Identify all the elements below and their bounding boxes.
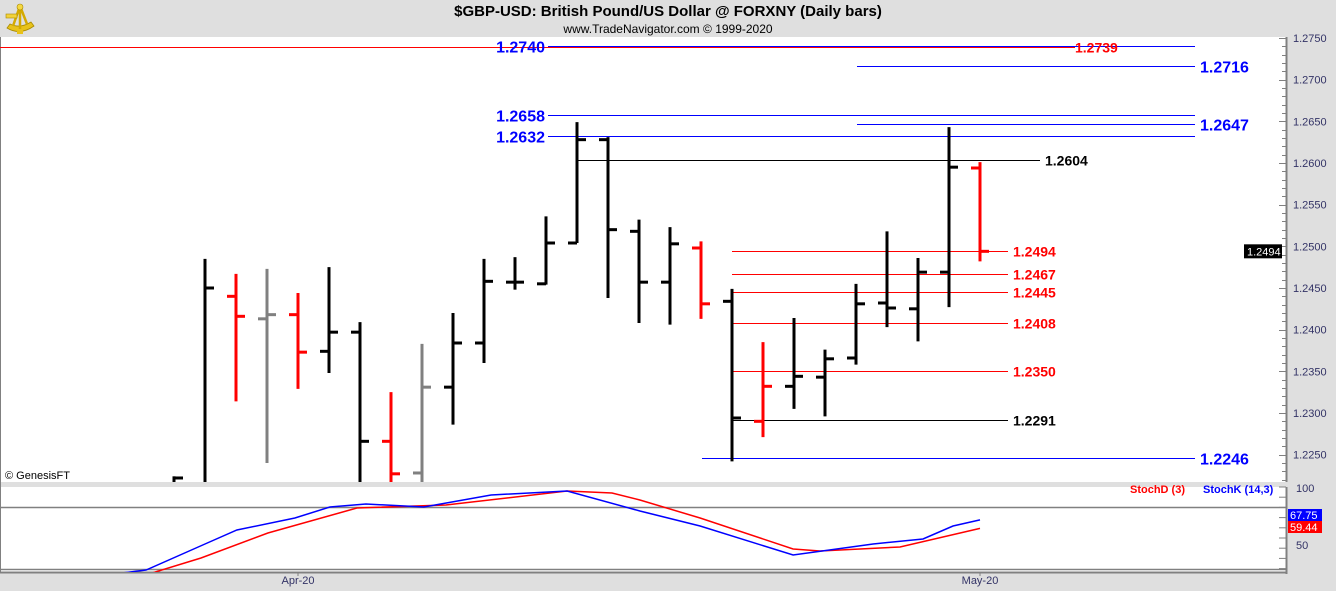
price-axis-label: 1.2350 — [1293, 366, 1327, 378]
price-axis-label: 1.2250 — [1293, 450, 1327, 462]
legend-stochd: StochD (3) — [1130, 484, 1185, 496]
ohlc-bar — [172, 476, 183, 482]
price-level-label: 1.2246 — [1200, 451, 1249, 468]
price-axis-label: 1.2600 — [1293, 158, 1327, 170]
price-level-label: 1.2494 — [1013, 244, 1056, 260]
copyright-label: © GenesisFT — [5, 470, 70, 482]
price-level-label: 1.2408 — [1013, 316, 1056, 332]
ohlc-bar — [878, 231, 896, 328]
ohlc-bar — [940, 127, 958, 308]
ohlc-bar — [506, 257, 524, 290]
price-level-label: 1.2467 — [1013, 267, 1056, 283]
ohlc-bar — [258, 268, 276, 463]
last-price-marker — [1244, 244, 1282, 259]
stochd-value: 59.44 — [1290, 522, 1318, 534]
chart-subtitle: www.TradeNavigator.com © 1999-2020 — [563, 22, 773, 36]
ohlc-bar — [630, 219, 648, 323]
stochk-line — [123, 490, 981, 572]
ohlc-bar — [661, 227, 679, 325]
price-axis: 1.2750 1.2700 1.2650 1.2600 1.2550 1.2500 1.24… — [1244, 33, 1327, 481]
stochk-value-marker — [1288, 509, 1322, 521]
price-axis-label: 1.2500 — [1293, 241, 1327, 253]
price-axis-label: 1.2650 — [1293, 116, 1327, 128]
price-level-label: 1.2716 — [1200, 59, 1249, 76]
ohlc-bar — [320, 267, 338, 373]
price-level-label: 1.2739 — [1075, 40, 1118, 56]
ohlc-bar — [909, 257, 927, 342]
price-axis-label: 1.2450 — [1293, 283, 1327, 295]
legend-stochk: StochK (14,3) — [1203, 484, 1274, 496]
ohlc-bar — [754, 342, 772, 438]
price-axis-label: 1.2400 — [1293, 325, 1327, 337]
price-level-label: 1.2740 — [496, 39, 545, 56]
ohlc-bar — [203, 258, 214, 482]
stoch-axis-label: 50 — [1296, 540, 1308, 552]
stochastic-pane[interactable] — [0, 487, 1286, 572]
ohlc-bar — [692, 241, 710, 319]
ohlc-bar — [444, 312, 462, 425]
ohlc-bar — [971, 162, 989, 262]
ohlc-bar — [816, 349, 834, 417]
price-axis-label: 1.2750 — [1293, 33, 1327, 45]
price-axis-label: 1.2550 — [1293, 200, 1327, 212]
price-axis-label: 1.2700 — [1293, 75, 1327, 87]
stoch-axis-label: 100 — [1296, 483, 1314, 495]
price-levels — [0, 46, 1195, 459]
ohlc-bar — [723, 288, 741, 462]
date-axis: Apr-20 May-20 — [281, 572, 998, 587]
ohlc-bar — [568, 122, 586, 245]
ohlc-bar — [475, 258, 493, 363]
price-level-labels: 1.2740 1.2739 1.2716 1.2658 1.2647 1.2632 1.26… — [496, 39, 1249, 468]
ohlc-bar — [537, 216, 555, 286]
ohlc-bar — [785, 317, 803, 409]
price-level-label: 1.2658 — [496, 108, 545, 125]
price-level-label: 1.2647 — [1200, 117, 1249, 134]
price-level-label: 1.2350 — [1013, 364, 1056, 380]
price-pane[interactable] — [0, 37, 1286, 482]
chart-header: $GBP-USD: British Pound/US Dollar @ FORX… — [0, 0, 1336, 37]
ohlc-bar — [227, 273, 245, 402]
date-axis-label: Apr-20 — [281, 575, 314, 587]
price-level-label: 1.2632 — [496, 129, 545, 146]
chart-title: $GBP-USD: British Pound/US Dollar @ FORX… — [454, 3, 882, 20]
price-level-label: 1.2291 — [1013, 413, 1056, 429]
ohlc-bars — [172, 122, 989, 482]
ohlc-bar — [599, 137, 617, 298]
stochd-value-marker — [1288, 521, 1322, 533]
last-price-label: 1.2494 — [1247, 246, 1281, 258]
ohlc-bar — [382, 392, 400, 482]
stochastic-lines — [0, 490, 1286, 572]
ohlc-bar — [413, 343, 431, 482]
sextant-logo-icon — [5, 3, 35, 34]
ohlc-bar — [351, 322, 369, 482]
price-level-label: 1.2445 — [1013, 285, 1056, 301]
stochk-value: 67.75 — [1290, 510, 1318, 522]
price-level-label: 1.2604 — [1045, 153, 1088, 169]
date-axis-label: May-20 — [962, 575, 999, 587]
ohlc-bar — [289, 292, 307, 389]
price-axis-label: 1.2300 — [1293, 408, 1327, 420]
ohlc-bar — [847, 283, 865, 365]
